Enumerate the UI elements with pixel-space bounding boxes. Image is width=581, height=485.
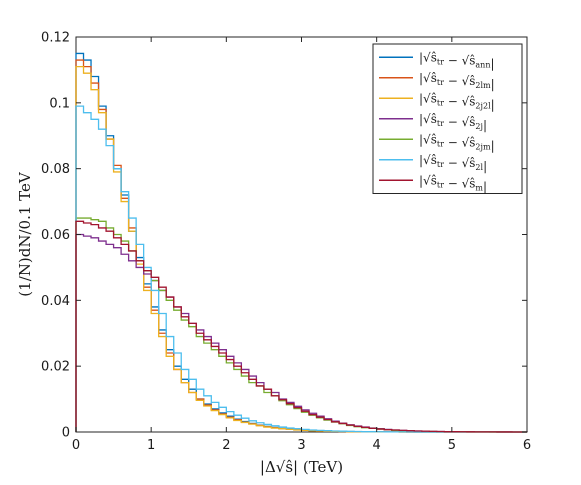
legend-entry-1: |√ŝtr − √ŝ2lm| (419, 71, 495, 91)
legend-entry-2: |√ŝtr − √ŝ2j2l| (419, 91, 495, 111)
x-tick-label-0: 0 (72, 438, 80, 453)
y-tick-label-6: 0.12 (41, 31, 70, 46)
y-tick-label-3: 0.06 (41, 228, 70, 243)
legend-entry-5: |√ŝtr − √ŝ2l| (419, 153, 487, 173)
series-layer (75, 52, 528, 433)
axes-layer: 0 1 2 3 4 5 6 0 0.02 0.04 0.06 0.08 0.1 0.12 (41, 31, 531, 454)
series-line-6 (75, 220, 528, 433)
legend: |√ŝtr − √ŝann||√ŝtr − √ŝ2lm||√ŝtr − √ŝ2j… (372, 43, 523, 194)
legend-entry-6: |√ŝtr − √ŝm| (419, 173, 487, 193)
legend-entry-4: |√ŝtr − √ŝ2jm| (419, 132, 495, 152)
x-axis-label: |Δ√ŝ| (TeV) (260, 458, 343, 476)
x-tick-label-1: 1 (147, 438, 155, 453)
y-tick-label-0: 0 (62, 426, 70, 441)
x-tick-label-6: 6 (523, 438, 531, 453)
y-axis-label: (1/N)dN/0.1 TeV (16, 171, 34, 297)
y-tick-label-4: 0.08 (41, 162, 70, 177)
legend-entry-0: |√ŝtr − √ŝann| (419, 50, 495, 70)
series-line-5 (75, 105, 527, 433)
y-tick-label-1: 0.02 (41, 360, 70, 375)
x-tick-label-2: 2 (222, 438, 230, 453)
x-tick-label-4: 4 (373, 438, 381, 453)
y-tick-label-2: 0.04 (41, 294, 70, 309)
x-tick-label-5: 5 (448, 438, 456, 453)
legend-entry-3: |√ŝtr − √ŝ2j| (419, 112, 487, 132)
x-tick-label-3: 3 (297, 438, 305, 453)
y-tick-label-5: 0.1 (49, 96, 70, 111)
